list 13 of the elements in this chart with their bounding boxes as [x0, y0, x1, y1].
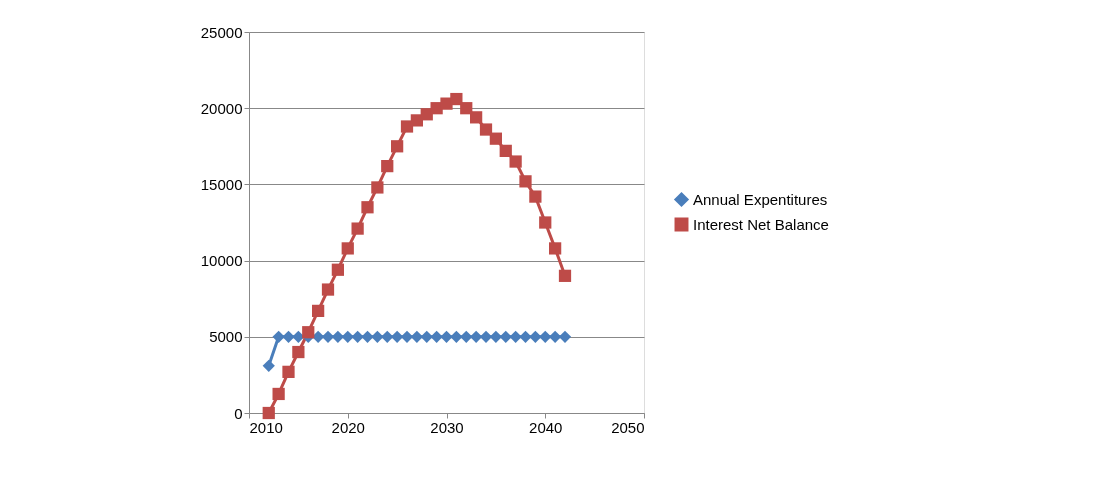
y-tick-label: 0 — [234, 404, 243, 422]
x-tick-label: 2020 — [331, 418, 365, 436]
x-tick-label: 2050 — [611, 418, 645, 436]
x-tick-label: 2030 — [430, 418, 464, 436]
y-tick-label: 20000 — [200, 99, 243, 117]
y-tick-label: 5000 — [209, 328, 243, 346]
x-tick-label: 2040 — [529, 418, 563, 436]
y-tick-label: 10000 — [200, 252, 243, 270]
y-tick-label: 15000 — [200, 175, 243, 193]
x-tick-label: 2010 — [249, 418, 283, 436]
y-tick-label: 25000 — [200, 23, 243, 41]
legend-label: Annual Expentitures — [693, 190, 828, 208]
legend-label: Interest Net Balance — [693, 215, 829, 233]
